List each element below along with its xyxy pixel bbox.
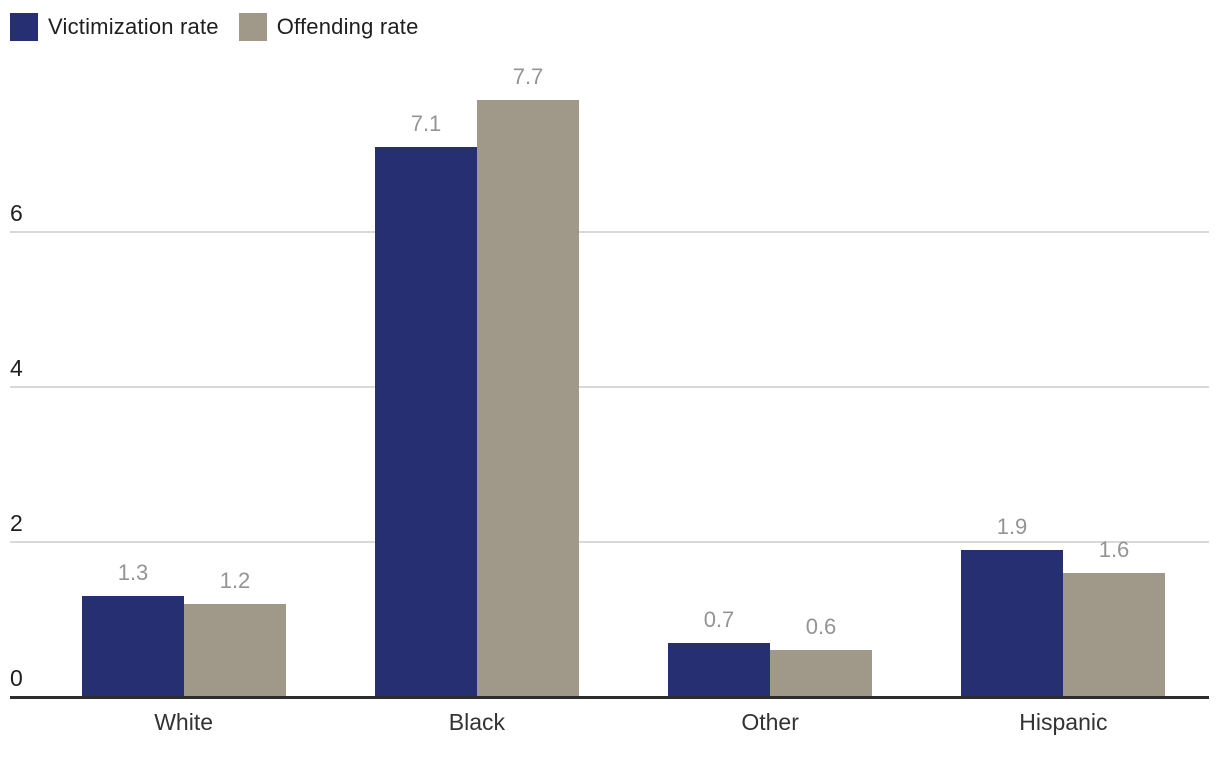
bar-victimization-rate-black bbox=[375, 147, 477, 697]
gridline-y6 bbox=[10, 231, 1209, 233]
bar-victimization-rate-white bbox=[82, 596, 184, 697]
value-label-victimization-rate-hispanic: 1.9 bbox=[996, 514, 1028, 539]
legend-swatch-icon bbox=[238, 13, 267, 41]
legend-swatch-icon bbox=[10, 13, 38, 41]
y-axis-tick-label: 0 bbox=[10, 665, 23, 691]
x-axis-category-label-black: Black bbox=[448, 709, 505, 735]
bar-victimization-rate-other bbox=[668, 643, 770, 697]
value-label-offending-rate-black: 7.7 bbox=[512, 64, 544, 89]
y-axis-tick-label: 4 bbox=[10, 355, 23, 381]
x-axis-line bbox=[10, 696, 1209, 699]
chart-legend: Victimization rate Offending rate bbox=[10, 13, 419, 41]
value-label-offending-rate-hispanic: 1.6 bbox=[1098, 537, 1130, 562]
gridline-y4 bbox=[10, 386, 1209, 388]
value-label-victimization-rate-white: 1.3 bbox=[117, 560, 149, 585]
y-axis-tick-label: 6 bbox=[10, 200, 23, 226]
y-axis-tick-label: 2 bbox=[10, 510, 23, 536]
legend-label: Offending rate bbox=[276, 14, 419, 39]
bar-victimization-rate-hispanic bbox=[961, 550, 1063, 697]
gridline-y2 bbox=[10, 541, 1209, 543]
x-axis-category-label-hispanic: Hispanic bbox=[1019, 709, 1108, 735]
x-axis-category-label-other: Other bbox=[741, 709, 799, 735]
value-label-victimization-rate-other: 0.7 bbox=[703, 607, 735, 632]
x-axis-category-label-white: White bbox=[154, 709, 214, 735]
value-label-offending-rate-white: 1.2 bbox=[219, 568, 251, 593]
legend-item-offending-rate: Offending rate bbox=[238, 13, 419, 41]
value-label-offending-rate-other: 0.6 bbox=[805, 614, 837, 639]
bar-offending-rate-white bbox=[184, 604, 286, 697]
bar-offending-rate-hispanic bbox=[1063, 573, 1165, 697]
bar-offending-rate-other bbox=[770, 650, 872, 697]
bar-offending-rate-black bbox=[477, 100, 579, 697]
value-label-victimization-rate-black: 7.1 bbox=[410, 111, 442, 136]
legend-item-victimization-rate: Victimization rate bbox=[10, 13, 219, 41]
legend-label: Victimization rate bbox=[48, 14, 219, 39]
